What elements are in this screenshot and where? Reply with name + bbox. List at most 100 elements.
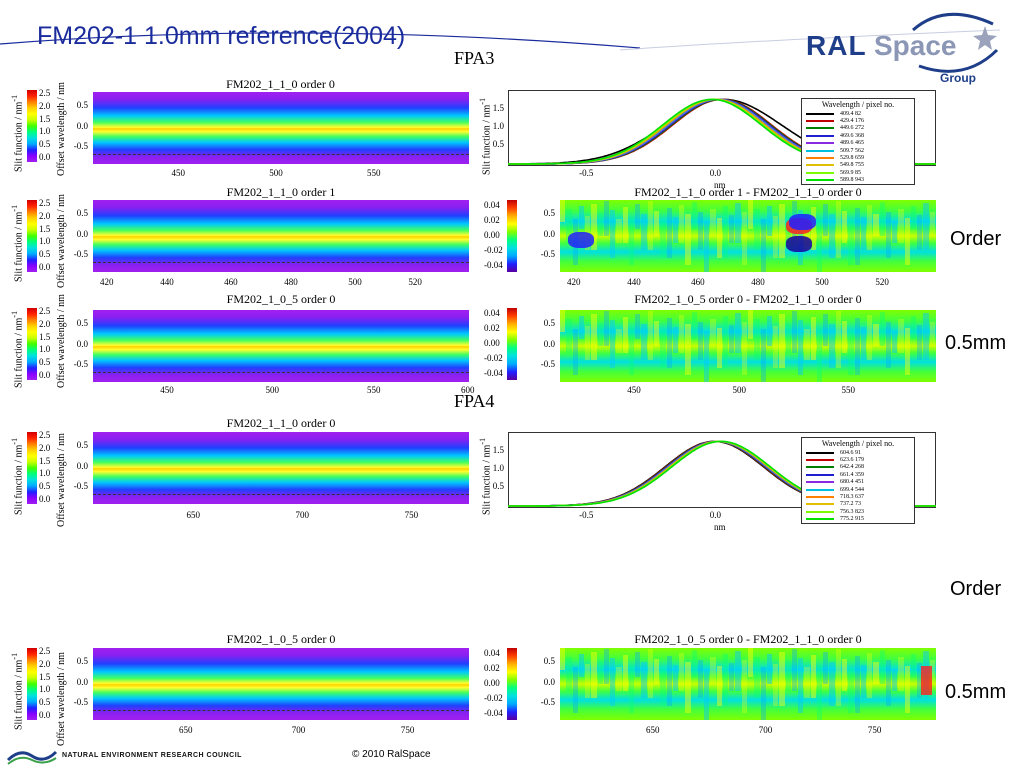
x-tick-label: 440 xyxy=(160,277,174,287)
heatmap-streak xyxy=(885,321,892,368)
heatmap-streak xyxy=(710,208,716,236)
heatmap-streak xyxy=(578,206,585,229)
heatmap-streak xyxy=(910,315,917,339)
ylabel-offset-3: Offset wavelength / nm xyxy=(56,294,67,388)
legend-label: 509.7 562 xyxy=(840,147,864,154)
colorbar-tick: 0.5 xyxy=(39,357,51,368)
colorbar-tick: 1.0 xyxy=(39,468,51,479)
x-tick-label: 750 xyxy=(400,725,415,735)
x-tick-label: 420 xyxy=(567,277,581,287)
side-label-order-2: Order xyxy=(950,578,1002,600)
heatmap-streak xyxy=(672,327,679,354)
heatmap-streak xyxy=(597,212,603,236)
x-tick-label: 750 xyxy=(867,725,882,735)
heatmap-streak xyxy=(885,659,892,706)
heatmap-streak xyxy=(735,202,741,244)
heatmap-streak xyxy=(647,311,653,361)
profile-frame xyxy=(508,90,936,166)
heatmap-streak xyxy=(760,666,766,720)
heatmap-streak xyxy=(798,658,804,713)
x-tick-label: 650 xyxy=(646,725,660,735)
legend-entry: 718.3 637 xyxy=(802,493,914,500)
legend-entry: 569.9 85 xyxy=(802,169,914,176)
heatmap-streak xyxy=(917,663,923,699)
colorbar-diff-ticks-3: -0.04 -0.02 0.00 0.02 0.04 xyxy=(484,648,506,720)
legend-swatch xyxy=(806,149,834,152)
colorbar-tick: 1.5 xyxy=(39,455,51,466)
colorbar-diff xyxy=(507,200,517,272)
legend-swatch xyxy=(806,459,834,462)
colorbar-diff-2 xyxy=(507,308,517,380)
x-tick-label: 420 xyxy=(100,277,114,287)
colorbar-tick: 2.0 xyxy=(39,100,51,111)
heatmap-streak xyxy=(641,323,647,361)
colorbar-tick: -0.02 xyxy=(484,693,503,704)
heatmap-streak xyxy=(616,667,622,692)
legend-entry: 642.4 268 xyxy=(802,464,914,471)
y-tick-label: -0.5 xyxy=(73,480,88,491)
heatmap-streak xyxy=(798,320,804,375)
yticks-fpa4-order0: -0.5 0.0 0.5 xyxy=(70,432,90,504)
heatmap-fpa4-05-diff xyxy=(560,648,936,720)
x-tick-label: 500 xyxy=(732,385,746,395)
heatmap-streak xyxy=(748,310,754,339)
x-tick-label: 450 xyxy=(160,385,174,395)
legend-entry: 589.8 943 xyxy=(802,177,914,184)
heatmap-streak xyxy=(679,653,685,692)
heatmap-streak xyxy=(722,653,729,706)
x-tick-label: 650 xyxy=(179,725,193,735)
colorbar-tick: 0.04 xyxy=(484,199,500,210)
colorbar-tick: 0.0 xyxy=(39,370,51,381)
yticks-fpa3-05-diff: -0.5 0.0 0.5 xyxy=(537,310,557,382)
ylabel-slit-2: Slit function / nm-1 xyxy=(10,204,25,282)
legend-swatch xyxy=(806,112,834,115)
legend-swatch xyxy=(806,127,834,130)
heatmap-streak xyxy=(910,205,917,229)
y-tick-label: 0.0 xyxy=(76,460,88,471)
yticks-fpa4-05-diff: -0.5 0.0 0.5 xyxy=(537,648,557,720)
colorbar-tick: 2.5 xyxy=(39,429,51,440)
y-tick-label: 0.5 xyxy=(76,100,88,111)
heatmap-streak xyxy=(810,317,816,361)
heatmap-streak xyxy=(929,660,935,684)
heatmap-streak xyxy=(566,209,572,244)
colorbar-tick: 0.5 xyxy=(39,249,51,260)
side-label-05mm-2: 0.5mm xyxy=(945,681,1007,703)
heatmap-streak xyxy=(716,328,722,368)
heatmap-streak xyxy=(929,212,935,236)
colorbar-tick: 1.5 xyxy=(39,671,51,682)
colorbar-slit-ticks-3: 0.0 0.5 1.0 1.5 2.0 2.5 xyxy=(38,306,56,381)
heatmap-streak xyxy=(823,652,829,684)
yticks-fpa4-profile: 0.5 1.0 1.5 xyxy=(486,432,506,506)
y-tick-label: 0.0 xyxy=(76,228,88,239)
x-tick-label: 0.0 xyxy=(709,510,721,520)
x-tick-label: 450 xyxy=(171,168,185,178)
heatmap-streak xyxy=(835,649,841,706)
x-tick-label: 750 xyxy=(404,510,419,520)
heatmap-streak xyxy=(722,315,729,368)
legend-swatch xyxy=(806,518,834,521)
y-tick-label: 0.5 xyxy=(543,656,555,667)
heatmap-streak xyxy=(585,325,591,361)
heatmap-streak xyxy=(885,211,892,258)
heatmap-streak xyxy=(729,663,735,692)
heatmap-streak xyxy=(904,328,910,375)
heatmap-streak xyxy=(628,326,635,375)
y-tick-label: 1.0 xyxy=(492,121,504,131)
ylabel-offset-4: Offset wavelength / nm xyxy=(56,433,67,527)
ylabel-slit-4: Slit function / nm-1 xyxy=(10,437,25,515)
heatmap-streak xyxy=(691,312,697,339)
heatmap-streak xyxy=(716,218,722,258)
heatmap-streak xyxy=(810,655,816,699)
colorbar-diff-ticks: -0.04 -0.02 0.00 0.02 0.04 xyxy=(484,200,506,272)
colorbar-tick: 0.0 xyxy=(39,710,51,721)
y-tick-label: 0.0 xyxy=(543,338,555,349)
heatmap-streak xyxy=(816,664,823,720)
logo-space-text: Space xyxy=(874,30,957,61)
heatmap-marker-line xyxy=(93,371,469,373)
x-tick-label: -0.5 xyxy=(579,168,594,178)
heatmap-streak xyxy=(842,320,848,354)
heatmap-streak xyxy=(823,314,829,346)
heatmap-streak xyxy=(603,310,610,346)
heatmap-hotspot xyxy=(920,666,933,695)
